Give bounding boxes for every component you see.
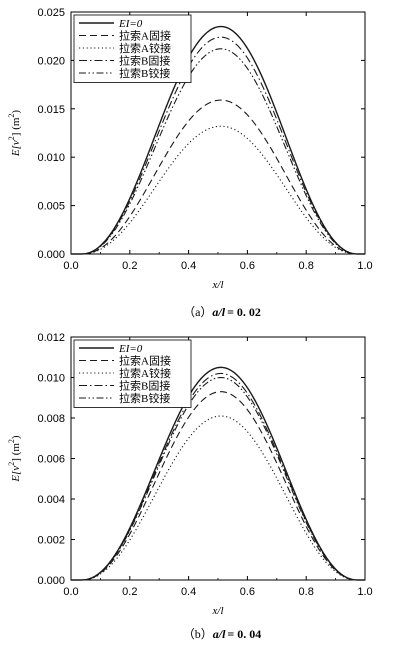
legend-label: 拉索B固接: [119, 379, 170, 393]
panel-caption-value: = 0. 04: [227, 627, 261, 641]
series-line-3: [71, 125, 365, 255]
y-tick-label: 0.015: [37, 104, 65, 116]
y-tick-label: 0.005: [37, 201, 65, 213]
panel-caption-var: a/l: [212, 305, 225, 319]
legend-label: 拉索B固接: [119, 54, 170, 68]
panel-caption-var: a/l: [213, 627, 226, 641]
x-tick-label: 0.0: [63, 260, 78, 272]
y-tick-label: 0.012: [37, 332, 65, 344]
legend-label: EI=0: [118, 18, 143, 30]
y-tick-label: 0.004: [37, 494, 65, 506]
x-tick-label: 0.2: [122, 586, 137, 598]
y-axis-title-part: ] (m: [10, 443, 22, 462]
series-line-2: [71, 99, 365, 255]
y-tick-label: 0.020: [37, 55, 65, 67]
y-tick-label: 0.010: [37, 373, 65, 385]
y-axis-title-part: E: [10, 475, 22, 483]
x-tick-label: 0.6: [240, 586, 255, 598]
legend-box: [73, 14, 192, 83]
series-line-4: [71, 36, 365, 255]
legend-label: EI=0: [118, 343, 143, 355]
y-tick-label: 0.010: [37, 152, 65, 164]
panel-caption: （b）a/l = 0. 04: [183, 627, 262, 641]
y-axis-title-part: [v: [10, 140, 22, 149]
panel-caption-prefix: （b）: [183, 627, 213, 641]
x-tick-label: 0.8: [299, 586, 314, 598]
series-line-1: [71, 25, 365, 255]
legend-label: 拉索A固接: [119, 354, 171, 368]
x-axis-title: x/l: [212, 605, 224, 617]
panel-caption-value: = 0. 02: [227, 305, 261, 319]
legend-label: 拉索B铰接: [119, 66, 170, 80]
y-axis-title-part: 2: [7, 439, 16, 443]
legend-label: 拉索A铰接: [119, 366, 171, 380]
legend-label: 拉索B铰接: [119, 391, 170, 405]
y-axis-title-part: [v: [10, 466, 22, 475]
panel-caption-prefix: （a）: [183, 305, 212, 319]
series-line-2: [71, 391, 365, 581]
legend-box: [73, 339, 192, 408]
series-line-5: [71, 48, 365, 255]
legend-label: 拉索A固接: [119, 29, 171, 43]
x-tick-label: 0.6: [240, 260, 255, 272]
y-tick-label: 0.008: [37, 413, 65, 425]
y-tick-label: 0.006: [37, 454, 65, 466]
y-tick-label: 0.000: [37, 575, 65, 587]
y-tick-label: 0.002: [37, 535, 65, 547]
chart-panel-b: 0.0 0.2 0.4 0.6 0.8 1.0 0.000 0.002 0.004 0.006 0.…: [7, 332, 373, 641]
x-tick-label: 1.0: [357, 260, 372, 272]
chart-panel-a: 0.0 0.2 0.4 0.6 0.8 1.0 0.000 0.005 0.010 0.015 0.…: [7, 7, 373, 319]
x-tick-label: 0.2: [122, 260, 137, 272]
y-axis-title-part: 2: [7, 136, 16, 140]
y-axis-title: E[v2] (m2): [7, 110, 22, 158]
x-tick-label: 0.4: [181, 586, 196, 598]
y-tick-label: 0.025: [37, 7, 65, 19]
y-tick-label: 0.000: [37, 249, 65, 261]
x-tick-label: 0.4: [181, 260, 196, 272]
legend-label: 拉索A铰接: [119, 41, 171, 55]
y-axis-title-part: ): [10, 110, 22, 114]
y-axis-title-part: ] (m: [10, 117, 22, 136]
y-axis-title-part: 2: [7, 114, 16, 118]
x-tick-label: 1.0: [357, 586, 372, 598]
series-line-5: [71, 376, 365, 581]
x-axis-title: x/l: [212, 279, 224, 291]
panel-caption: （a）a/l = 0. 02: [183, 305, 261, 319]
y-axis-title-part: E: [10, 149, 22, 157]
x-tick-label: 0.8: [299, 260, 314, 272]
y-axis-title-part: ): [10, 435, 22, 439]
x-tick-label: 0.0: [63, 586, 78, 598]
y-axis-title: E[v2] (m2): [7, 435, 22, 483]
y-axis-title-part: 2: [7, 462, 16, 466]
